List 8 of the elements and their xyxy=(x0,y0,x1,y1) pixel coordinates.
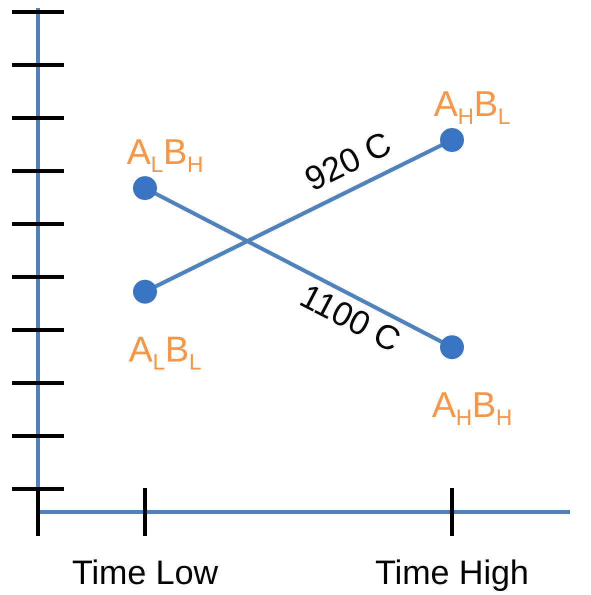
point xyxy=(440,128,464,152)
x-tick-label: Time High xyxy=(375,554,529,592)
point xyxy=(133,280,157,304)
point xyxy=(440,335,464,360)
x-tick-label: Time Low xyxy=(72,554,218,592)
text: 920 C xyxy=(299,124,398,199)
text: 1100 C xyxy=(294,276,406,360)
point xyxy=(133,176,157,200)
